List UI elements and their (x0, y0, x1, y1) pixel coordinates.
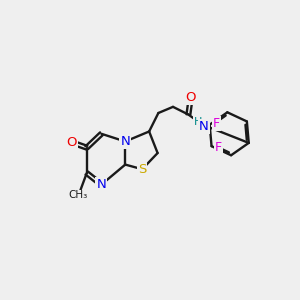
Text: O: O (185, 91, 196, 104)
Text: N: N (199, 120, 209, 133)
Text: O: O (66, 136, 76, 149)
Text: N: N (97, 178, 106, 191)
Text: H: H (194, 117, 202, 127)
Text: S: S (138, 163, 146, 176)
Text: CH₃: CH₃ (68, 190, 87, 200)
Text: F: F (215, 141, 222, 154)
Text: N: N (120, 135, 130, 148)
Text: F: F (213, 117, 220, 130)
